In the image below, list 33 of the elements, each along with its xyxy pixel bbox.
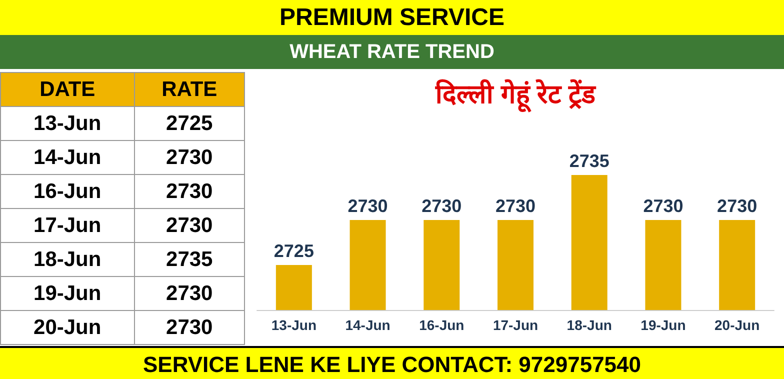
category-label: 19-Jun bbox=[0, 276, 134, 310]
x-tick-label: 16-Jun bbox=[419, 317, 464, 333]
data-label: 2730 bbox=[495, 196, 536, 216]
text: RATE bbox=[134, 72, 244, 106]
data-label: 2730 bbox=[717, 196, 758, 216]
x-tick-label: 14-Jun bbox=[345, 317, 390, 333]
data-label: 2730 bbox=[134, 208, 244, 242]
category-label: 18-Jun bbox=[0, 242, 134, 276]
x-tick-label: 17-Jun bbox=[492, 317, 538, 333]
chart-subtitle: दिल्ली गेहूं रेट ट्रेंड bbox=[434, 79, 596, 113]
data-label: 2730 bbox=[643, 196, 684, 216]
category-label: 16-Jun bbox=[0, 174, 134, 208]
data-label: 2735 bbox=[134, 242, 244, 276]
category-label: 14-Jun bbox=[0, 140, 134, 174]
data-label: 2730 bbox=[134, 276, 244, 310]
data-label: 2730 bbox=[134, 140, 244, 174]
data-label: 2730 bbox=[134, 310, 244, 344]
text: DATE bbox=[0, 72, 134, 106]
category-label: 17-Jun bbox=[0, 208, 134, 242]
data-label: 2725 bbox=[134, 106, 244, 140]
data-label: 2730 bbox=[422, 196, 462, 216]
text: PREMIUM SERVICE bbox=[0, 0, 784, 35]
data-label: 2730 bbox=[348, 196, 388, 216]
data-label: 2735 bbox=[569, 151, 610, 171]
data-label: 2725 bbox=[274, 241, 314, 261]
x-tick-label: 18-Jun bbox=[566, 317, 612, 333]
x-tick-label: 19-Jun bbox=[640, 317, 686, 333]
category-label: 13-Jun bbox=[0, 106, 134, 140]
chart-title: WHEAT RATE TREND bbox=[0, 35, 784, 69]
x-tick-label: 20-Jun bbox=[714, 317, 760, 333]
data-label: 2730 bbox=[134, 174, 244, 208]
text: SERVICE LENE KE LIYE CONTACT: 9729757540 bbox=[0, 346, 784, 379]
x-tick-label: 13-Jun bbox=[271, 317, 316, 333]
